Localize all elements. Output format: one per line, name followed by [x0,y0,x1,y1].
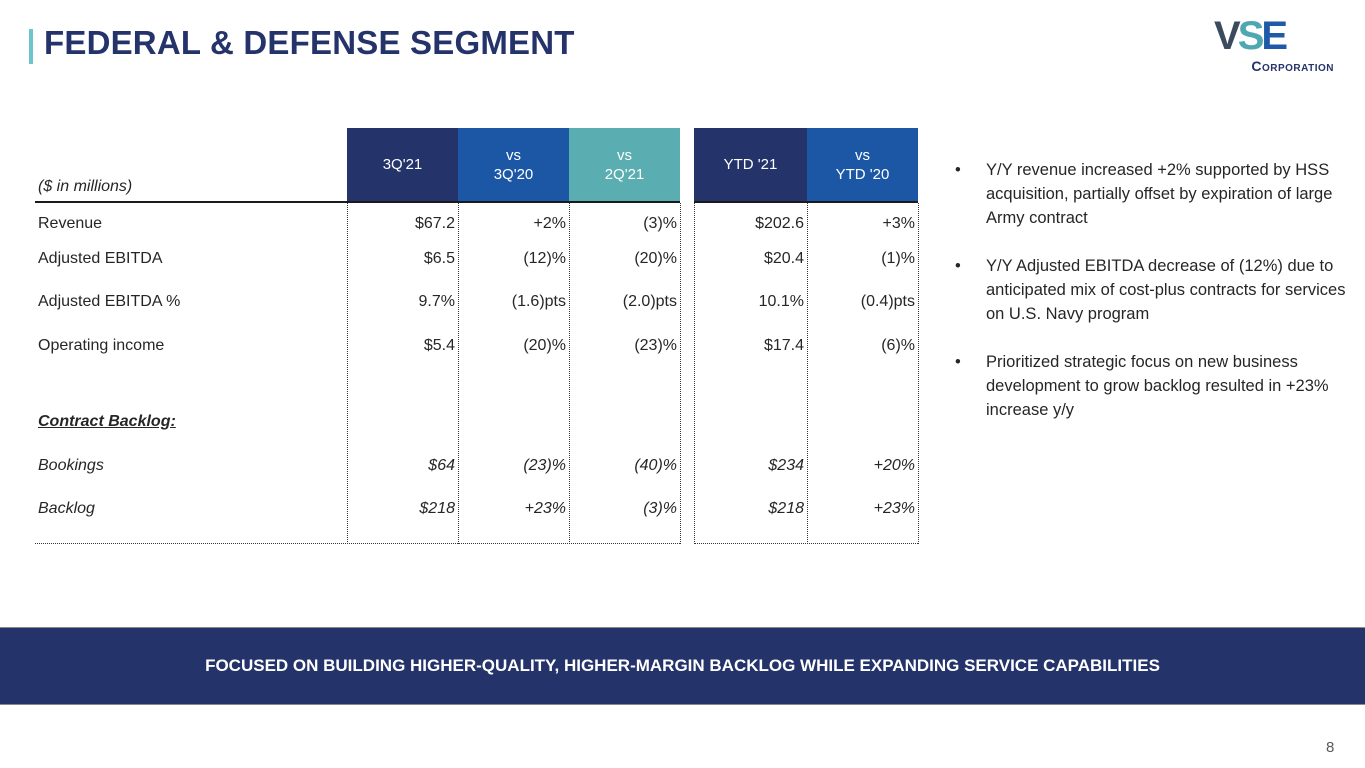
logo-letters: V S E [1214,14,1338,58]
column-header-line1: vs [617,146,632,164]
logo-letter-v: V [1214,14,1241,58]
cell-vs-2q21: (2.0)pts [622,293,677,310]
logo-letter-e: E [1261,14,1288,58]
cell-vs-3q20: +2% [533,215,566,232]
cell-vs-2q21: (20)% [634,250,677,267]
row-label: Bookings [38,457,104,474]
cell-ytd21: $202.6 [755,215,804,232]
cell-3q21: $67.2 [414,215,455,232]
financial-table: ($ in millions) 3Q'21 vs 3Q'20 vs 2Q'21 … [35,128,925,548]
column-divider [569,203,570,544]
cell-3q21: $218 [419,500,455,517]
table-bottom-rule [35,543,680,544]
row-label: Adjusted EBITDA [38,250,163,267]
cell-vs-2q21: (40)% [634,457,677,474]
column-header-line1: vs [506,146,521,164]
cell-ytd21: 10.1% [758,293,804,310]
cell-ytd21: $218 [768,500,804,517]
column-divider [918,203,919,544]
row-label: Operating income [38,337,165,354]
cell-vs-ytd20: +3% [882,215,915,232]
cell-vs-ytd20: (0.4)pts [860,293,915,310]
vse-corporation-logo: V S E Corporation [1214,14,1338,78]
bullet-item: Y/Y revenue increased +2% supported by H… [955,158,1350,230]
contract-backlog-heading: Contract Backlog: [38,413,176,430]
column-divider [694,203,695,544]
page-number: 8 [1326,739,1335,756]
column-divider [347,203,348,544]
cell-3q21: 9.7% [418,293,455,310]
column-header-line1: vs [855,146,870,164]
row-label: Backlog [38,500,95,517]
cell-3q21: $64 [428,457,455,474]
row-label: Adjusted EBITDA % [38,293,181,310]
cell-3q21: $6.5 [423,250,455,267]
page-title: FEDERAL & DEFENSE SEGMENT [44,24,575,61]
cell-vs-ytd20: (1)% [881,250,915,267]
header-rule [35,201,680,203]
cell-ytd21: $17.4 [763,337,804,354]
cell-vs-2q21: (3)% [643,215,677,232]
row-label: Revenue [38,215,103,232]
cell-ytd21: $234 [768,457,804,474]
table-bottom-rule-ytd [694,543,918,544]
cell-ytd21: $20.4 [763,250,804,267]
column-divider [807,203,808,544]
column-header-vs-3q20: vs 3Q'20 [458,128,569,201]
column-header-3q21: 3Q'21 [347,128,458,201]
header-rule-ytd [694,201,918,203]
column-header-line2: YTD '21 [723,156,778,173]
cell-vs-ytd20: +20% [873,457,915,474]
column-header-line2: 3Q'20 [493,165,534,183]
cell-vs-3q20: (12)% [523,250,566,267]
key-message-banner: FOCUSED ON BUILDING HIGHER-QUALITY, HIGH… [0,627,1365,705]
column-header-ytd21: YTD '21 [694,128,807,201]
logo-subtitle: Corporation [1251,58,1334,74]
cell-vs-3q20: +23% [524,500,566,517]
cell-vs-3q20: (20)% [523,337,566,354]
logo-letter-s: S [1237,14,1265,58]
column-divider [458,203,459,544]
cell-vs-3q20: (1.6)pts [511,293,566,310]
column-header-line2: 2Q'21 [604,165,645,183]
cell-3q21: $5.4 [423,337,455,354]
cell-vs-2q21: (3)% [643,500,677,517]
units-label: ($ in millions) [38,178,133,195]
cell-vs-ytd20: +23% [873,500,915,517]
bullet-item: Prioritized strategic focus on new busin… [955,350,1350,422]
cell-vs-3q20: (23)% [523,457,566,474]
bullet-item: Y/Y Adjusted EBITDA decrease of (12%) du… [955,254,1350,326]
column-divider [680,203,681,544]
column-header-vs-2q21: vs 2Q'21 [569,128,680,201]
banner-text: FOCUSED ON BUILDING HIGHER-QUALITY, HIGH… [205,656,1160,675]
column-header-line2: YTD '20 [835,165,890,183]
column-header-line2: 3Q'21 [382,156,423,173]
cell-vs-2q21: (23)% [634,337,677,354]
commentary-bullets: Y/Y revenue increased +2% supported by H… [955,158,1350,446]
column-header-vs-ytd20: vs YTD '20 [807,128,918,201]
title-accent-bar [29,29,33,64]
cell-vs-ytd20: (6)% [881,337,915,354]
